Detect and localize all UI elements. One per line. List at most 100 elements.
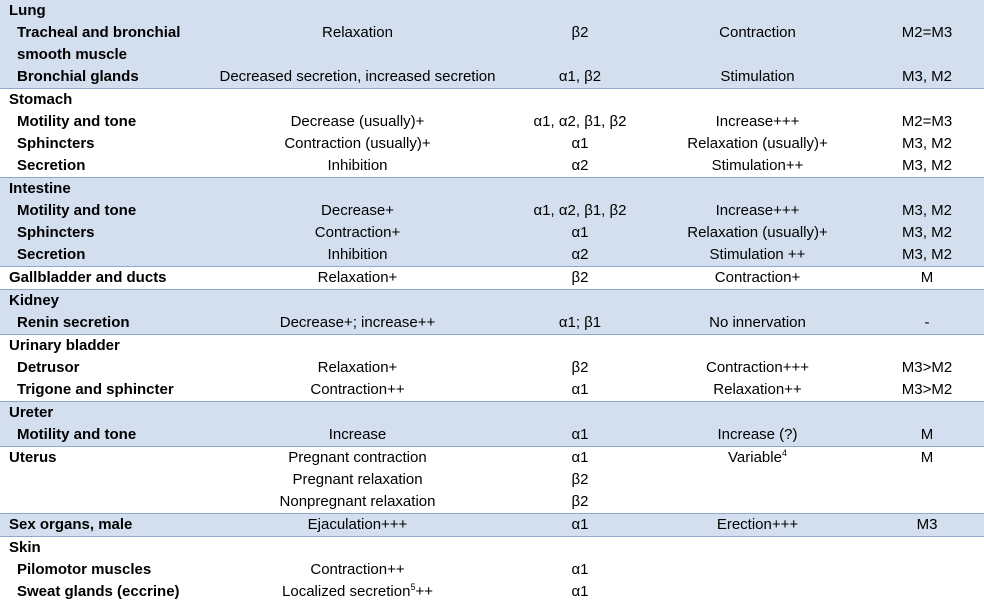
- organ-name: Gallbladder and ducts: [9, 269, 167, 286]
- parasympathetic-effect: Erection+++: [645, 513, 870, 537]
- sympathetic-receptor: β2: [571, 269, 589, 286]
- organ-name: [0, 491, 200, 514]
- parasympathetic-effect: Variable4: [645, 447, 870, 470]
- organ-name: Sex organs, male: [0, 513, 200, 537]
- sympathetic-effect: Decrease+; increase++: [200, 312, 515, 335]
- parasympathetic-effect: [645, 581, 870, 603]
- group-title: Stomach: [9, 91, 73, 108]
- organ-name: Sphincters: [17, 135, 95, 152]
- organ-name: Motility and tone: [0, 424, 200, 447]
- organ-name: Motility and tone: [17, 113, 137, 130]
- group-stomach: Stomach Motility and tone Decrease (usua…: [0, 88, 984, 178]
- effect-text: Variable: [728, 449, 782, 466]
- table-row: Sweat glands (eccrine) Localized secreti…: [0, 581, 984, 603]
- parasympathetic-receptor: -: [870, 312, 984, 335]
- group-header-row: Lung: [0, 0, 984, 22]
- table-row: Detrusor Relaxation+ β2 Contraction+++ M…: [0, 357, 984, 379]
- table-row: Secretion Inhibition α2 Stimulation ++ M…: [0, 244, 984, 267]
- group-header-row: Intestine: [0, 177, 984, 200]
- sympathetic-receptor: α1: [571, 381, 589, 398]
- parasympathetic-effect: Increase+++: [645, 200, 870, 222]
- parasympathetic-receptor: M3, M2: [902, 135, 953, 152]
- organ-name: Tracheal and bronchial smooth muscle: [0, 22, 200, 66]
- sympathetic-effect: Contraction+: [200, 222, 515, 244]
- parasympathetic-effect: Stimulation: [645, 66, 870, 89]
- parasympathetic-receptor: M3, M2: [870, 222, 984, 244]
- table-row: Pilomotor muscles Contraction++ α1: [0, 559, 984, 581]
- sympathetic-receptor: α1: [515, 513, 645, 537]
- sympathetic-receptor: β2: [515, 22, 645, 66]
- parasympathetic-effect: [645, 491, 870, 514]
- parasympathetic-receptor: M3, M2: [870, 244, 984, 267]
- footnote-marker: 5: [410, 582, 416, 592]
- sympathetic-receptor: α1: [571, 583, 589, 600]
- group-kidney: Kidney Renin secretion Decrease+; increa…: [0, 289, 984, 335]
- parasympathetic-receptor: [870, 469, 984, 491]
- table-row: Tracheal and bronchial smooth muscle Rel…: [0, 22, 984, 66]
- organ-name: [0, 469, 200, 491]
- sympathetic-effect: Contraction++: [310, 381, 405, 398]
- group-urinary-bladder: Urinary bladder Detrusor Relaxation+ β2 …: [0, 334, 984, 402]
- parasympathetic-effect: Relaxation (usually)+: [645, 222, 870, 244]
- parasympathetic-receptor: M3, M2: [870, 66, 984, 89]
- group-header-row: Ureter: [0, 401, 984, 424]
- effect-intensity: ++: [415, 583, 433, 600]
- parasympathetic-receptor: [870, 559, 984, 581]
- organ-name: Motility and tone: [0, 200, 200, 222]
- sympathetic-effect: Pregnant contraction: [288, 449, 427, 466]
- parasympathetic-effect: [645, 559, 870, 581]
- sympathetic-receptor: α2: [571, 157, 589, 174]
- table-row: Trigone and sphincter Contraction++ α1 R…: [0, 379, 984, 402]
- sympathetic-receptor: α1: [515, 424, 645, 447]
- group-uterus: Uterus Pregnant contraction α1 Variable4…: [0, 446, 984, 514]
- sympathetic-effect: Decreased secretion, increased secretion: [200, 66, 515, 89]
- organ-name: Pilomotor muscles: [17, 561, 152, 578]
- sympathetic-receptor: α1: [571, 135, 589, 152]
- organ-name: Sweat glands (eccrine): [17, 583, 180, 600]
- group-title: Ureter: [0, 401, 984, 424]
- sympathetic-effect: Contraction (usually)+: [284, 135, 431, 152]
- parasympathetic-effect: No innervation: [645, 312, 870, 335]
- group-intestine: Intestine Motility and tone Decrease+ α1…: [0, 177, 984, 267]
- sympathetic-effect: Ejaculation+++: [200, 513, 515, 537]
- effect-text: Localized secretion: [282, 583, 411, 600]
- sympathetic-receptor: β2: [571, 359, 589, 376]
- sympathetic-effect: Relaxation+: [317, 359, 398, 376]
- parasympathetic-receptor: M: [870, 424, 984, 447]
- group-header-row: Urinary bladder: [0, 335, 984, 358]
- organ-name: Renin secretion: [0, 312, 200, 335]
- group-gallbladder: Gallbladder and ducts Relaxation+ β2 Con…: [0, 266, 984, 290]
- sympathetic-receptor: α1, β2: [515, 66, 645, 89]
- table-row: Motility and tone Decrease+ α1, α2, β1, …: [0, 200, 984, 222]
- parasympathetic-effect: Increase (?): [645, 424, 870, 447]
- group-lung: Lung Tracheal and bronchial smooth muscl…: [0, 0, 984, 89]
- parasympathetic-effect: Contraction+++: [706, 359, 809, 376]
- parasympathetic-effect: Stimulation ++: [645, 244, 870, 267]
- group-ureter: Ureter Motility and tone Increase α1 Inc…: [0, 401, 984, 447]
- sympathetic-effect: Pregnant relaxation: [292, 471, 423, 488]
- table-row: Gallbladder and ducts Relaxation+ β2 Con…: [0, 267, 984, 290]
- sympathetic-receptor: α1; β1: [515, 312, 645, 335]
- organ-name: Secretion: [17, 157, 86, 174]
- parasympathetic-receptor: M3, M2: [870, 200, 984, 222]
- sympathetic-effect: Localized secretion5++: [200, 581, 515, 603]
- table-row: Pregnant relaxation β2: [0, 469, 984, 491]
- sympathetic-effect: Decrease (usually)+: [290, 113, 425, 130]
- sympathetic-effect: Nonpregnant relaxation: [279, 493, 436, 510]
- group-title: Intestine: [0, 177, 984, 200]
- sympathetic-receptor: α1: [571, 561, 589, 578]
- sympathetic-receptor: β2: [571, 471, 589, 488]
- table-row: Sex organs, male Ejaculation+++ α1 Erect…: [0, 513, 984, 537]
- parasympathetic-effect: Increase+++: [715, 113, 800, 130]
- parasympathetic-receptor: M2=M3: [870, 22, 984, 66]
- group-title: Lung: [0, 0, 984, 22]
- organ-name: Bronchial glands: [0, 66, 200, 89]
- organ-name: Sphincters: [0, 222, 200, 244]
- sympathetic-receptor: α1, α2, β1, β2: [533, 113, 627, 130]
- parasympathetic-effect: Contraction+: [714, 269, 801, 286]
- organ-name: Detrusor: [17, 359, 80, 376]
- sympathetic-effect: Increase: [200, 424, 515, 447]
- group-header-row: Stomach: [0, 89, 984, 112]
- parasympathetic-effect: Stimulation++: [711, 157, 804, 174]
